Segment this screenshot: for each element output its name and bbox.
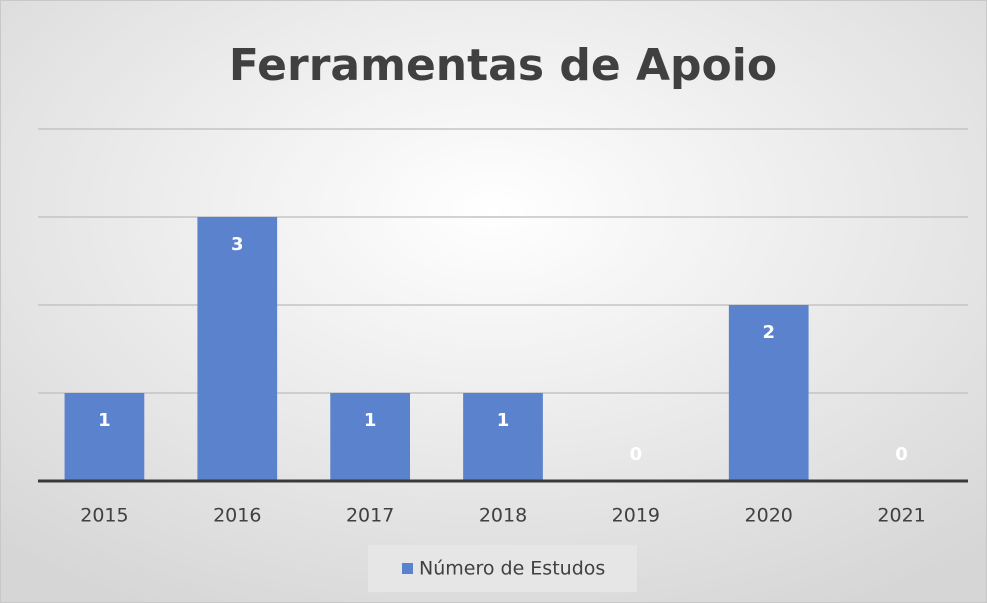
bar	[64, 393, 145, 481]
x-tick-label: 2018	[479, 505, 527, 527]
bar	[463, 393, 543, 481]
data-label: 1	[497, 410, 510, 431]
data-label: 3	[231, 234, 244, 255]
data-label: 0	[895, 444, 908, 465]
legend-label: Número de Estudos	[419, 558, 605, 580]
data-label: 1	[98, 410, 111, 431]
chart-title: Ferramentas de Apoio	[229, 40, 777, 91]
x-tick-label: 2016	[213, 505, 261, 527]
bar	[330, 393, 410, 481]
bar	[197, 217, 278, 481]
data-label: 1	[364, 410, 377, 431]
legend-swatch	[402, 563, 413, 574]
x-tick-label: 2020	[745, 505, 793, 527]
data-label: 0	[630, 444, 643, 465]
x-tick-label: 2021	[877, 505, 925, 527]
x-tick-label: 2017	[346, 505, 394, 527]
data-label: 2	[762, 322, 775, 343]
x-tick-label: 2015	[80, 505, 128, 527]
x-tick-label: 2019	[612, 505, 660, 527]
bar	[728, 305, 809, 481]
